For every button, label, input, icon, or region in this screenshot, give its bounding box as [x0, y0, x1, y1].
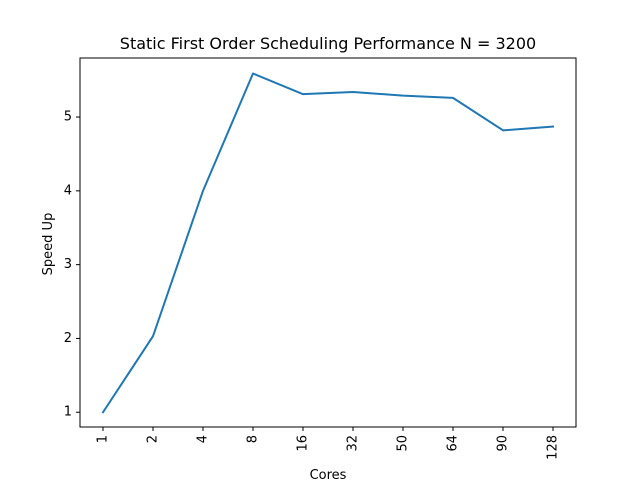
x-tick-label: 4 [196, 435, 211, 443]
series-line-0 [101, 72, 555, 414]
x-tick-label: 64 [446, 435, 461, 452]
x-axis-label: Cores [310, 468, 347, 480]
x-tick-label: 2 [146, 435, 161, 443]
y-axis-label: Speed Up [41, 213, 56, 276]
x-tick-label: 16 [296, 435, 311, 452]
x-tick-label: 90 [496, 435, 511, 452]
plot-area: 1 2 4 8 16 32 50 64 90 128 1 2 3 4 5 [64, 57, 577, 460]
chart-title: Static First Order Scheduling Performanc… [120, 34, 536, 53]
x-tick-label: 8 [246, 435, 261, 443]
x-tick-label: 1 [96, 435, 111, 443]
y-tick-label: 3 [64, 257, 72, 272]
y-tick-label: 2 [64, 331, 72, 346]
y-tick-label: 5 [64, 110, 72, 125]
y-tick-label: 1 [64, 405, 72, 420]
y-tick-label: 4 [64, 183, 72, 198]
axes-frame [79, 57, 577, 428]
x-tick-label: 128 [546, 435, 561, 460]
x-tick-label: 32 [346, 435, 361, 452]
x-tick-label: 50 [396, 435, 411, 452]
